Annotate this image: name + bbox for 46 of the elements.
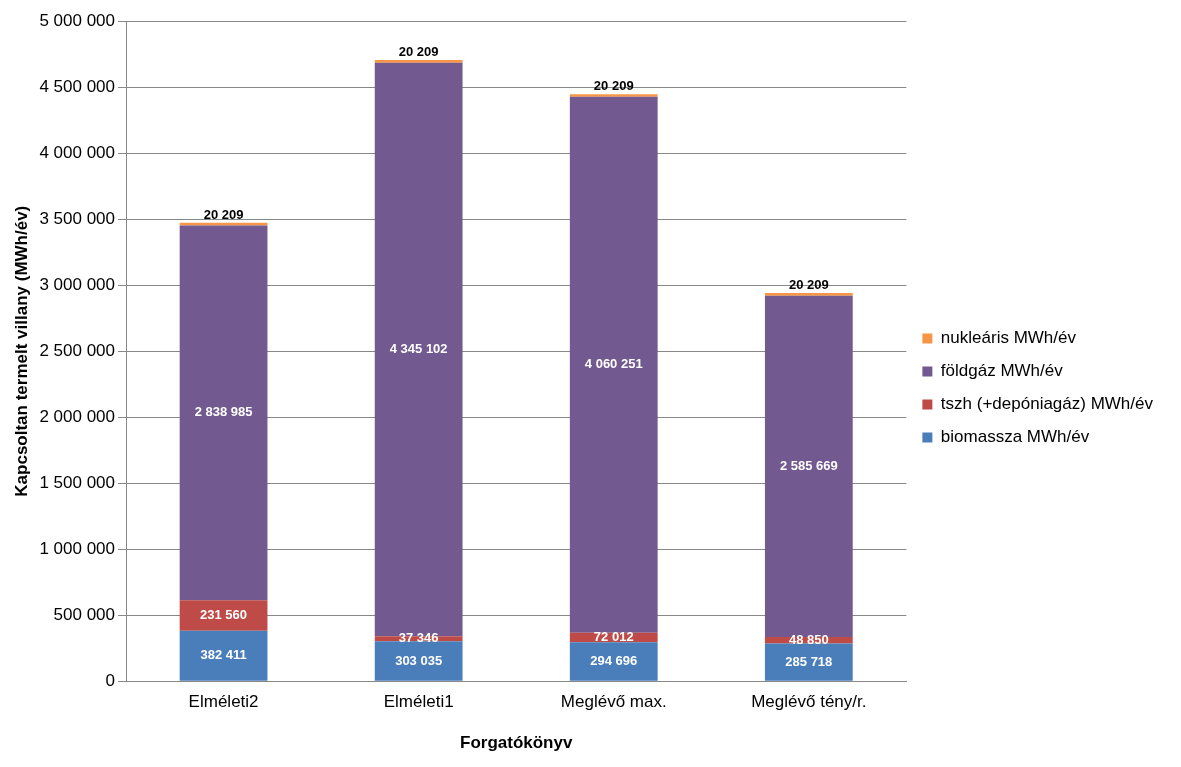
data-label: 2 838 985 (194, 404, 253, 420)
bar (374, 641, 463, 681)
data-label: 231 560 (200, 607, 248, 623)
data-label: 20 209 (788, 277, 829, 293)
y-tick-label: 0 (105, 670, 116, 690)
y-tick-label: 2 500 000 (39, 340, 116, 360)
bar (374, 60, 463, 63)
bar (179, 600, 268, 631)
y-tick-label: 1 000 000 (39, 538, 116, 558)
data-label: 285 718 (785, 653, 833, 669)
data-label: 294 696 (590, 653, 638, 669)
data-label: 303 035 (395, 652, 443, 668)
legend-label: földgáz MWh/év (940, 361, 1064, 381)
data-label: 20 209 (203, 206, 244, 222)
y-tick-label: 1 500 000 (39, 472, 116, 492)
y-tick-label: 3 000 000 (39, 274, 116, 294)
bar (569, 94, 658, 97)
data-label: 20 209 (398, 44, 439, 60)
y-tick-label: 4 000 000 (39, 142, 116, 162)
x-tick-label: Meglévő max. (560, 692, 667, 712)
y-tick-label: 2 000 000 (39, 406, 116, 426)
data-label: 4 060 251 (584, 356, 643, 372)
y-tick-label: 4 500 000 (39, 76, 116, 96)
data-label: 48 850 (788, 631, 829, 647)
legend-label: tszh (+depóniagáz) MWh/év (940, 394, 1154, 414)
y-axis-title: Kapcsoltan termelt villany (MWh/év) (11, 205, 31, 497)
bar (764, 643, 853, 681)
bar (569, 642, 658, 681)
bar (569, 96, 658, 633)
x-tick-label: Elméleti1 (383, 692, 454, 712)
bar (179, 630, 268, 681)
x-tick-label: Meglévő tény/r. (751, 692, 867, 712)
x-tick-label: Elméleti2 (188, 692, 259, 712)
legend-label: nukleáris MWh/év (940, 328, 1077, 348)
y-tick-label: 3 500 000 (39, 208, 116, 228)
data-label: 20 209 (593, 78, 634, 94)
bar (179, 225, 268, 601)
x-axis-title: Forgatókönyv (460, 733, 573, 753)
data-label: 4 345 102 (389, 341, 448, 357)
data-label: 2 585 669 (779, 457, 838, 473)
legend-label: biomassza MWh/év (940, 427, 1090, 447)
data-label: 72 012 (593, 629, 634, 645)
data-label: 382 411 (200, 647, 247, 663)
y-tick-label: 5 000 000 (39, 10, 116, 30)
y-tick-label: 500 000 (53, 604, 116, 624)
bar (764, 293, 853, 296)
